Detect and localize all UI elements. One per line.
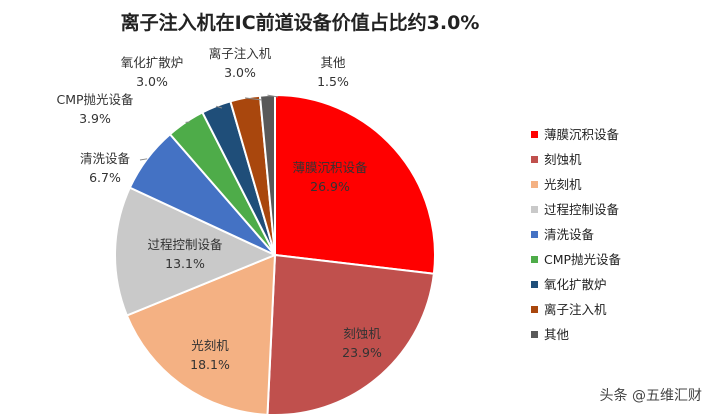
pie-slice-2 [266, 253, 436, 415]
slice-value-label-2: 23.9% [342, 345, 382, 360]
slice-value-label-9: 1.5% [317, 74, 349, 89]
slice-value-label-5: 6.7% [89, 170, 121, 185]
legend-label-3: 光刻机 [544, 177, 582, 192]
legend-label-4: 过程控制设备 [544, 202, 620, 217]
legend-label-9: 其他 [544, 327, 570, 342]
legend-swatch-3 [531, 181, 538, 188]
pie-slice-4 [114, 186, 278, 317]
slice-value-label-4: 13.1% [165, 256, 205, 271]
legend-label-6: CMP抛光设备 [544, 252, 622, 267]
legend-swatch-9 [531, 331, 538, 338]
legend-swatch-5 [531, 231, 538, 238]
legend-label-1: 薄膜沉积设备 [544, 127, 620, 142]
legend-swatch-6 [531, 256, 538, 263]
pie-slice-3 [125, 253, 277, 415]
slice-value-label-6: 3.9% [79, 111, 111, 126]
slice-name-label-3: 光刻机 [191, 338, 229, 353]
slice-name-label-8: 离子注入机 [209, 46, 272, 61]
legend-label-5: 清洗设备 [544, 227, 595, 242]
legend-swatch-4 [531, 206, 538, 213]
legend-label-7: 氧化扩散炉 [544, 277, 607, 292]
leader-line-7 [216, 105, 223, 109]
slice-name-label-9: 其他 [320, 55, 346, 70]
slice-value-label-3: 18.1% [190, 357, 230, 372]
pie-slice-1 [274, 93, 436, 275]
slice-value-label-7: 3.0% [136, 74, 168, 89]
slice-name-label-4: 过程控制设备 [147, 237, 223, 252]
legend-swatch-8 [531, 306, 538, 313]
legend-swatch-2 [531, 156, 538, 163]
slice-name-label-6: CMP抛光设备 [56, 92, 134, 107]
legend-label-8: 离子注入机 [544, 302, 607, 317]
leader-line-9 [267, 94, 279, 98]
watermark: 头条 @五维汇财 [600, 387, 702, 404]
slice-name-label-7: 氧化扩散炉 [121, 55, 184, 70]
legend-label-2: 刻蚀机 [544, 152, 582, 167]
leader-line-8 [244, 97, 263, 101]
legend-swatch-7 [531, 281, 538, 288]
chart-title: 离子注入机在IC前道设备价值占比约3.0% [121, 11, 480, 34]
slice-value-label-8: 3.0% [224, 65, 256, 80]
slice-value-label-1: 26.9% [310, 179, 350, 194]
slice-name-label-1: 薄膜沉积设备 [292, 160, 368, 175]
leader-line-5 [139, 158, 148, 161]
slice-name-label-5: 清洗设备 [80, 151, 131, 166]
slice-name-label-2: 刻蚀机 [343, 326, 381, 341]
legend-swatch-1 [531, 131, 538, 138]
